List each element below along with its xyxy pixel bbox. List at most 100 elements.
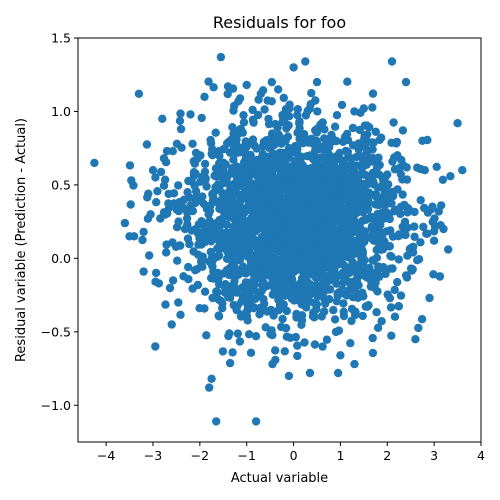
scatter-point-cloud (277, 198, 286, 207)
scatter-point (242, 80, 251, 90)
scatter-point-cloud (272, 215, 282, 224)
scatter-point (401, 77, 411, 87)
scatter-point-cloud (396, 291, 406, 300)
scatter-point-cloud (174, 298, 183, 307)
scatter-point-cloud (280, 347, 289, 356)
scatter-point-cloud (368, 89, 378, 98)
x-tick-label: 4 (477, 448, 485, 463)
scatter-point-cloud (271, 346, 280, 355)
scatter-point (228, 348, 237, 357)
scatter-point (434, 207, 443, 216)
scatter-point-cloud (308, 256, 318, 266)
scatter-point-cloud (295, 279, 304, 289)
scatter-point-cloud (378, 175, 388, 184)
scatter-point-cloud (218, 347, 228, 356)
scatter-point-cloud (194, 250, 203, 259)
scatter-point-cloud (200, 167, 210, 176)
scatter-point-cloud (362, 158, 372, 168)
scatter-point (130, 232, 139, 241)
scatter-point-cloud (305, 217, 314, 226)
scatter-point (158, 114, 167, 124)
scatter-point-cloud (223, 242, 232, 251)
scatter-point-cloud (334, 247, 343, 256)
scatter-point-cloud (371, 127, 380, 136)
scatter-point-cloud (292, 313, 301, 322)
scatter-point (205, 383, 214, 392)
scatter-point-cloud (322, 335, 332, 344)
scatter-point-cloud (249, 227, 259, 236)
scatter-point-cloud (229, 142, 238, 151)
scatter-point-cloud (257, 238, 266, 247)
scatter-point-cloud (204, 77, 213, 86)
scatter-point-cloud (314, 206, 323, 216)
scatter-point-cloud (233, 329, 242, 338)
scatter-point-cloud (195, 304, 204, 313)
scatter-point-cloud (184, 275, 193, 284)
scatter-point (134, 89, 144, 99)
scatter-point-cloud (212, 287, 221, 296)
scatter-point-cloud (330, 315, 340, 324)
scatter-point (144, 189, 153, 198)
scatter-point-cloud (278, 314, 287, 324)
scatter-point-cloud (246, 348, 256, 357)
scatter-point-cloud (262, 206, 271, 215)
scatter-point-cloud (176, 310, 185, 319)
x-tick-label: 1 (336, 448, 344, 463)
scatter-point-cloud (388, 264, 397, 273)
scatter-point-cloud (307, 88, 316, 98)
scatter-point-cloud (235, 337, 245, 346)
scatter-point-cloud (287, 282, 297, 291)
scatter-point-cloud (281, 136, 290, 146)
scatter-point-cloud (358, 186, 368, 196)
scatter-point-cloud (251, 267, 260, 277)
scatter-point (212, 417, 221, 426)
scatter-point-cloud (392, 205, 401, 214)
scatter-point-cloud (435, 272, 445, 281)
scatter-point-cloud (226, 188, 235, 198)
scatter-point (284, 371, 294, 381)
scatter-point-cloud (309, 298, 318, 307)
scatter-point-cloud (361, 215, 370, 224)
scatter-point-cloud (295, 118, 304, 127)
x-axis-label: Actual variable (231, 471, 328, 486)
scatter-point-cloud (354, 207, 364, 216)
scatter-point (256, 89, 265, 99)
scatter-point-cloud (313, 174, 322, 183)
scatter-point-cloud (358, 246, 367, 256)
scatter-point (305, 368, 315, 378)
scatter-point-cloud (248, 135, 258, 144)
scatter-point-cloud (339, 311, 349, 321)
scatter-point-cloud (289, 267, 299, 276)
x-tick-label: 2 (383, 448, 391, 463)
scatter-point-cloud (209, 83, 218, 92)
scatter-point-cloud (283, 220, 293, 229)
scatter-point-cloud (276, 208, 285, 218)
y-tick-label: 1.0 (51, 104, 71, 119)
scatter-point-cloud (200, 159, 210, 169)
scatter-point (200, 92, 209, 102)
scatter-point-cloud (175, 116, 185, 126)
scatter-point-cloud (207, 149, 216, 158)
scatter-point-cloud (322, 248, 331, 258)
scatter-point-cloud (295, 156, 304, 166)
y-axis-ticks: −1.0 −0.5 0.0 0.5 1.0 1.5 (41, 31, 78, 413)
scatter-point-cloud (183, 188, 192, 197)
x-tick-label: 3 (430, 448, 438, 463)
scatter-point-cloud (416, 196, 425, 205)
scatter-point-cloud (313, 292, 323, 301)
scatter-point-cloud (339, 299, 348, 308)
scatter-point-cloud (247, 179, 257, 189)
scatter-point-cloud (267, 236, 277, 246)
scatter-point-cloud (347, 316, 356, 326)
scatter-point-cloud (393, 185, 402, 194)
scatter-point-cloud (386, 251, 395, 261)
scatter-point-cloud (231, 228, 240, 237)
scatter-point-cloud (257, 286, 266, 295)
scatter-point-cloud (197, 113, 206, 123)
scatter-point-cloud (191, 266, 200, 275)
scatter-point-cloud (408, 265, 417, 274)
scatter-point-cloud (211, 128, 220, 137)
scatter-point-cloud (270, 140, 279, 150)
scatter-point-cloud (221, 280, 230, 289)
scatter-point-cloud (382, 194, 392, 203)
